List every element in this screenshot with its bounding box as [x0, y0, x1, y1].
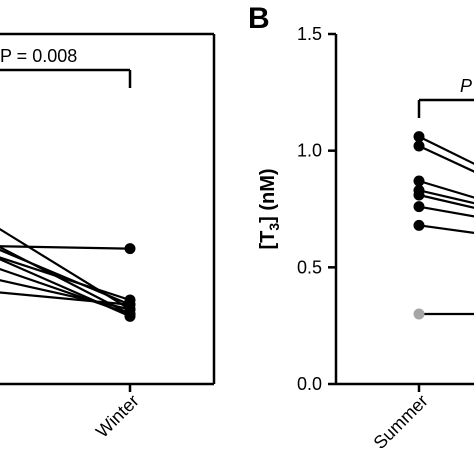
panel-b-point-summer-0	[413, 131, 425, 143]
panel-a-x-label-winter: Winter	[92, 391, 143, 442]
panel-b-pair-line-0	[418, 135, 474, 165]
panel-b-y-tick-label-2: 1.0	[297, 141, 322, 161]
panel-b-point-summer-5	[413, 201, 425, 213]
panel-a-point-winter-6	[124, 243, 136, 255]
panel-b-y-axis-label: [T3] (nM)	[257, 168, 282, 249]
panel-b-pair-line-2	[418, 179, 474, 199]
panel-b-p-label: P	[460, 76, 472, 96]
panel-b-point-summer-4	[413, 189, 425, 201]
panel-a-pair-line-6	[0, 245, 131, 250]
panel-a-pair-line-4	[0, 256, 131, 302]
panel-a: Winter P = 0.008	[0, 32, 216, 442]
panel-b: B 0.0 0.5 1.0 1.5 [T3] (nM) Summer P	[248, 2, 474, 453]
panel-a-p-value: P = 0.008	[0, 46, 77, 66]
panel-a-pair-line-8	[0, 291, 131, 306]
panel-b-y-tick-label-0: 0.0	[297, 374, 322, 394]
panel-b-y-tick-label-1: 0.5	[297, 257, 322, 277]
panel-a-pair-line-3	[0, 258, 131, 318]
panel-b-x-label-summer: Summer	[370, 391, 432, 453]
panel-a-pairs	[0, 227, 136, 322]
panel-b-pair-line-3	[418, 189, 474, 205]
panel-a-pair-line-1	[0, 246, 131, 315]
panel-b-point-summer-2	[413, 175, 425, 187]
panel-a-pair-line-0	[0, 227, 131, 311]
panel-b-pairs	[413, 131, 474, 320]
panel-a-point-winter-8	[124, 299, 136, 311]
panel-b-y-ticks: 0.0 0.5 1.0 1.5	[297, 24, 336, 394]
panel-b-point-summer-1	[413, 140, 425, 152]
panel-b-pair-line-6	[418, 224, 474, 234]
panel-b-pair-line-1	[418, 145, 474, 173]
panel-b-point-summer-7	[413, 308, 425, 320]
panel-b-point-summer-6	[413, 219, 425, 231]
panel-b-pair-line-5	[418, 205, 474, 218]
panel-b-pair-line-4	[418, 193, 474, 209]
panel-b-letter: B	[248, 2, 270, 35]
panel-b-y-tick-label-3: 1.5	[297, 24, 322, 44]
